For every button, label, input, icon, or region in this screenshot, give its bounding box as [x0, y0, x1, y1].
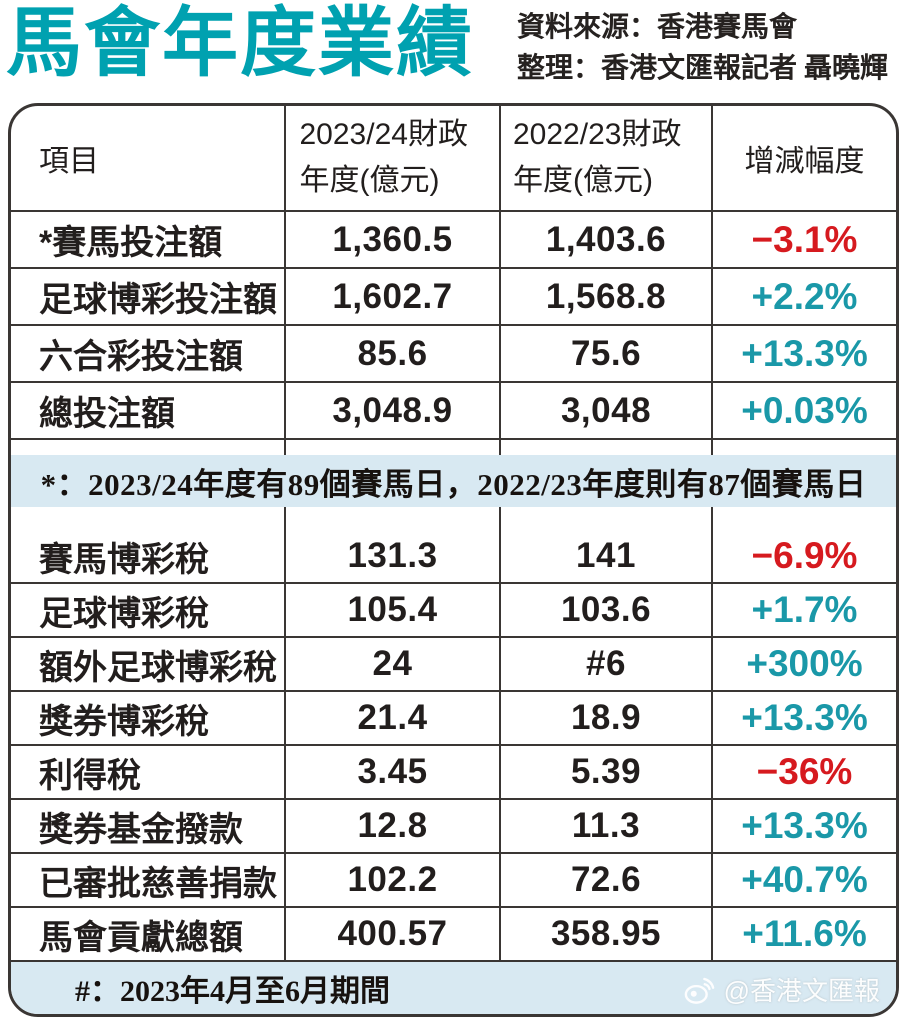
change-cell: +2.2%	[751, 275, 858, 317]
value-2023-cell: 11.3	[501, 800, 713, 852]
table-row: *賽馬投注額 1,360.5 1,403.6 −3.1%	[11, 212, 896, 269]
divider-spacer	[11, 440, 896, 455]
value-2024-cell: 12.8	[286, 800, 501, 852]
table-row: 獎券博彩稅 21.4 18.9 +13.3%	[11, 692, 896, 746]
value-2023-cell: 5.39	[501, 746, 713, 798]
value-2024-cell: 1,602.7	[286, 269, 501, 324]
change-cell: +40.7%	[741, 859, 868, 900]
change-cell: +13.3%	[741, 805, 868, 846]
table-row: 額外足球博彩稅 24 #6 +300%	[11, 638, 896, 692]
item-cell: 六合彩投注額	[11, 326, 286, 381]
change-cell: −36%	[756, 751, 853, 792]
table-row: 馬會貢獻總額 400.57 358.95 +11.6%	[11, 908, 896, 962]
source-line: 資料來源：香港賽馬會	[517, 12, 798, 43]
item-cell: 賽馬博彩稅	[11, 530, 286, 582]
change-cell: +0.03%	[741, 389, 868, 431]
col-header-fy2024: 2023/24財政年度(億元)	[286, 106, 501, 210]
value-2023-cell: #6	[501, 638, 713, 690]
table-row: 足球博彩稅 105.4 103.6 +1.7%	[11, 584, 896, 638]
col-header-change: 增減幅度	[744, 145, 865, 178]
change-cell: +13.3%	[741, 697, 868, 738]
betting-rows-section: *賽馬投注額 1,360.5 1,403.6 −3.1% 足球博彩投注額 1,602.7 1…	[11, 212, 896, 440]
change-cell: −6.9%	[751, 535, 858, 576]
item-cell: 額外足球博彩稅	[11, 638, 286, 690]
change-cell: +13.3%	[741, 332, 868, 374]
table-header-row: 項目 2023/24財政年度(億元) 2022/23財政年度(億元) 增減幅度	[11, 106, 896, 212]
table-row: 總投注額 3,048.9 3,048 +0.03%	[11, 383, 896, 440]
results-table: 項目 2023/24財政年度(億元) 2022/23財政年度(億元) 增減幅度 …	[8, 103, 899, 1017]
watermark-handle: @香港文匯報	[723, 976, 880, 1006]
col-header-item: 項目	[11, 106, 286, 210]
table-row: 利得稅 3.45 5.39 −36%	[11, 746, 896, 800]
value-2024-cell: 400.57	[286, 908, 501, 960]
value-2024-cell: 85.6	[286, 326, 501, 381]
value-2024-cell: 3.45	[286, 746, 501, 798]
value-2023-cell: 18.9	[501, 692, 713, 744]
watermark: @香港文匯報	[683, 971, 880, 1008]
item-cell: *賽馬投注額	[11, 212, 286, 267]
change-cell: +1.7%	[751, 589, 858, 630]
table-row: 獎券基金撥款 12.8 11.3 +13.3%	[11, 800, 896, 854]
table-row: 六合彩投注額 85.6 75.6 +13.3%	[11, 326, 896, 383]
item-cell: 已審批慈善捐款	[11, 854, 286, 906]
note-race-days: *：2023/24年度有89個賽馬日，2022/23年度則有87個賽馬日	[11, 455, 896, 507]
page-title: 馬會年度業績	[6, 1, 474, 86]
compiler-line: 整理：香港文匯報記者 聶曉輝	[517, 52, 889, 84]
value-2024-cell: 105.4	[286, 584, 501, 636]
value-2024-cell: 102.2	[286, 854, 501, 906]
item-cell: 獎券博彩稅	[11, 692, 286, 744]
item-cell: 利得稅	[11, 746, 286, 798]
table-row: 足球博彩投注額 1,602.7 1,568.8 +2.2%	[11, 269, 896, 326]
value-2023-cell: 72.6	[501, 854, 713, 906]
change-cell: +11.6%	[742, 913, 867, 954]
value-2024-cell: 21.4	[286, 692, 501, 744]
masthead: 馬會年度業績 資料來源：香港賽馬會 整理：香港文匯報記者 聶曉輝	[0, 0, 907, 103]
item-cell: 總投注額	[11, 383, 286, 438]
item-cell: 足球博彩稅	[11, 584, 286, 636]
divider-spacer	[11, 507, 896, 530]
value-2024-cell: 3,048.9	[286, 383, 501, 438]
value-2024-cell: 131.3	[286, 530, 501, 582]
source-block: 資料來源：香港賽馬會 整理：香港文匯報記者 聶曉輝	[517, 8, 903, 89]
item-cell: 馬會貢獻總額	[11, 908, 286, 960]
value-2023-cell: 103.6	[501, 584, 713, 636]
item-cell: 獎券基金撥款	[11, 800, 286, 852]
value-2023-cell: 75.6	[501, 326, 713, 381]
value-2024-cell: 24	[286, 638, 501, 690]
table-row: 賽馬博彩稅 131.3 141 −6.9%	[11, 530, 896, 584]
value-2023-cell: 141	[501, 530, 713, 582]
weibo-icon	[684, 977, 714, 1004]
value-2023-cell: 358.95	[501, 908, 713, 960]
value-2023-cell: 1,403.6	[501, 212, 713, 267]
value-2023-cell: 1,568.8	[501, 269, 713, 324]
tax-rows-section: 賽馬博彩稅 131.3 141 −6.9% 足球博彩稅 105.4 103.6 +1.7% 額外…	[11, 530, 896, 962]
note-period-text: #：2023年4月至6月期間	[75, 975, 390, 1008]
value-2023-cell: 3,048	[501, 383, 713, 438]
note-period-band: #：2023年4月至6月期間 @香港文匯報	[11, 962, 896, 1014]
item-cell: 足球博彩投注額	[11, 269, 286, 324]
change-cell: +300%	[746, 643, 863, 684]
col-header-fy2023: 2022/23財政年度(億元)	[501, 106, 713, 210]
value-2024-cell: 1,360.5	[286, 212, 501, 267]
table-row: 已審批慈善捐款 102.2 72.6 +40.7%	[11, 854, 896, 908]
change-cell: −3.1%	[751, 218, 858, 260]
